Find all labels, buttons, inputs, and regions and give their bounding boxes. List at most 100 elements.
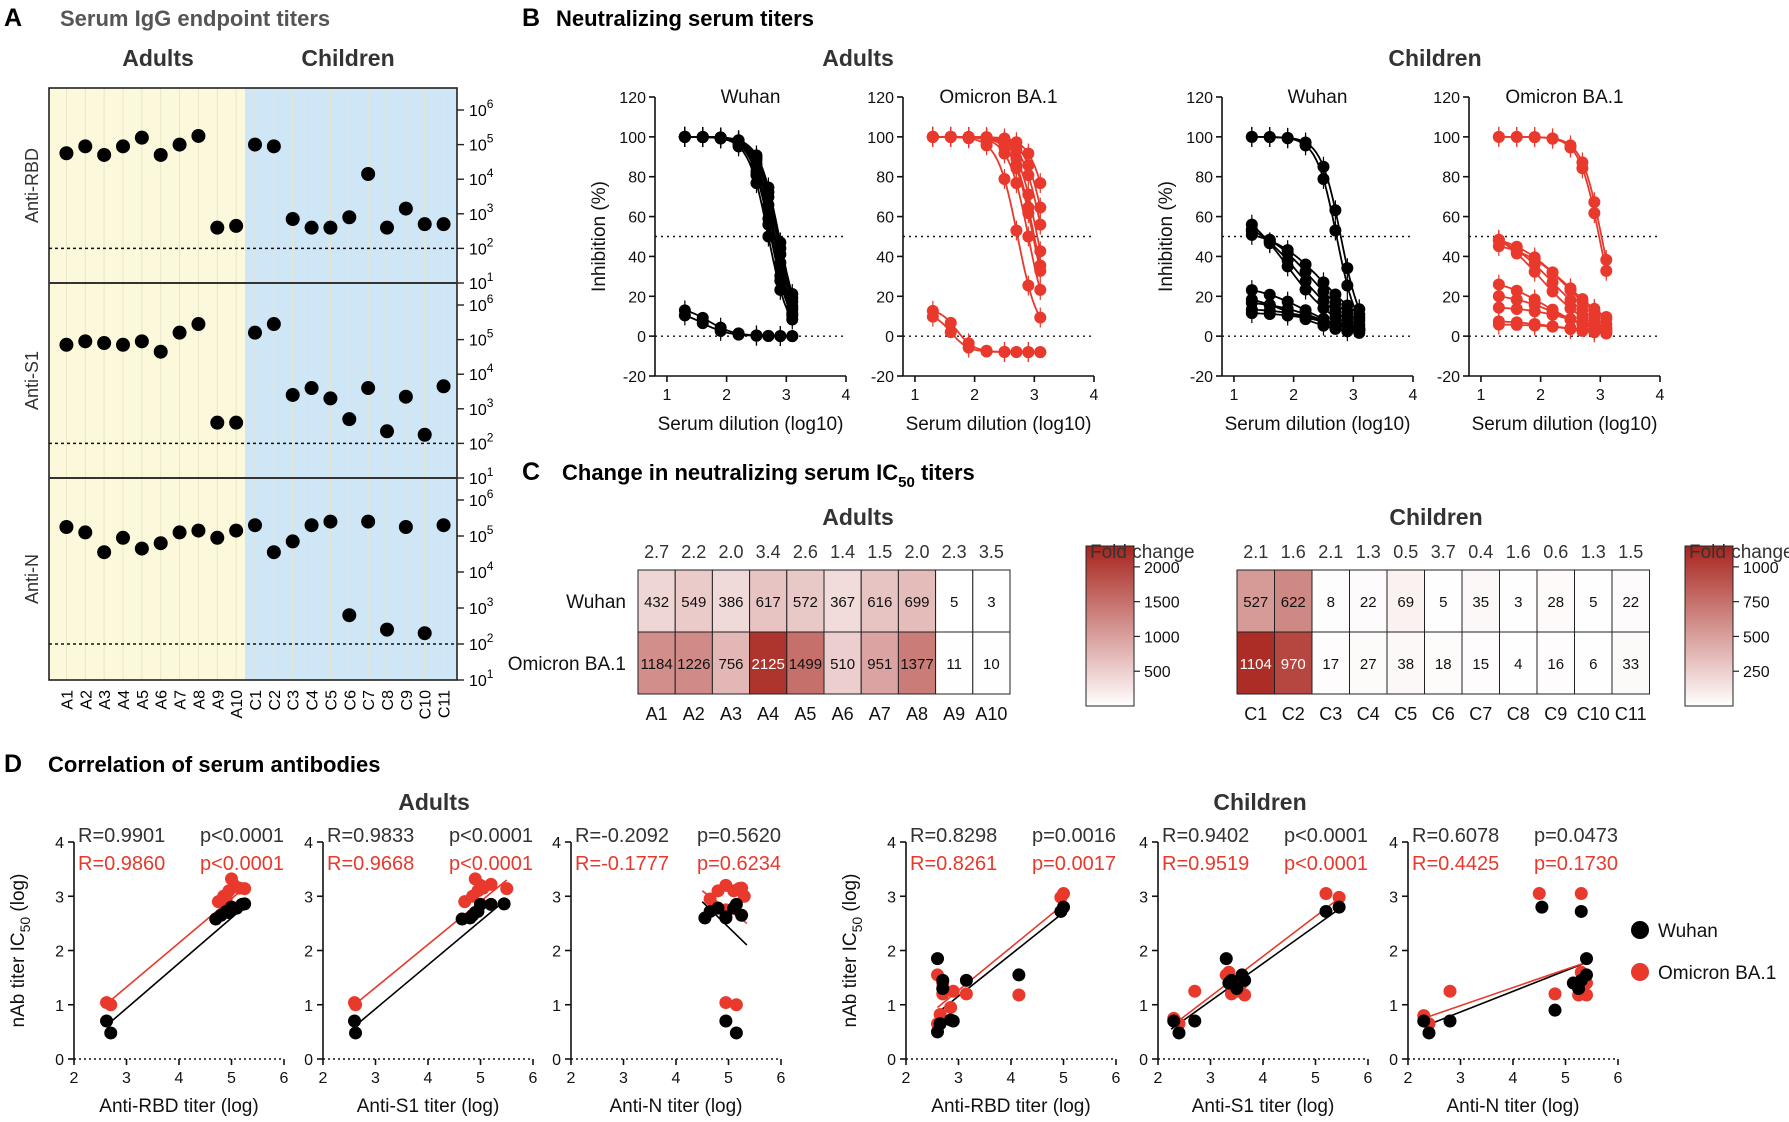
heatmap-cell <box>674 631 713 695</box>
heatmap-cell <box>1611 631 1650 695</box>
wuhan-point <box>1417 1014 1431 1028</box>
row-label: Wuhan <box>566 592 626 613</box>
x-tick-label: 2 <box>70 1070 79 1087</box>
data-point <box>962 130 975 143</box>
subject-label: C11 <box>437 690 454 718</box>
data-point <box>1299 136 1312 149</box>
subplot-title: Wuhan <box>1288 87 1348 108</box>
cell-value: 18 <box>1435 656 1452 673</box>
neut-panel: 120 100 80 60 40 20 0 -20 1 2 3 4 Omicron BA.1 Serum … <box>867 87 1098 435</box>
heatmap-C-adults: Adults 2.7 A1 432 1184 2.2 A2 549 1226 2.0 A3 386 75… <box>508 504 1195 724</box>
y-tick-label: 102 <box>469 430 494 453</box>
tick-base: 10 <box>469 565 487 582</box>
data-point <box>1034 218 1047 231</box>
column-label: A6 <box>832 704 854 724</box>
y-tick-label: 80 <box>1195 170 1213 187</box>
stat-p: p<0.0001 <box>200 825 284 847</box>
regression-line <box>1170 895 1343 1028</box>
cell-value: 8 <box>1327 594 1335 611</box>
x-tick-label: 4 <box>1409 387 1418 404</box>
cell-value: 1184 <box>640 656 672 673</box>
x-axis-title: Anti-S1 titer (log) <box>1192 1096 1335 1117</box>
corr-panel: 0 1 2 3 4 2 3 4 5 6 Anti-RBD titer (log) R=0.8298 p=… <box>840 825 1121 1117</box>
children-background <box>245 88 457 680</box>
data-point <box>944 130 957 143</box>
x-tick-label: 1 <box>910 387 919 404</box>
data-point <box>1034 283 1047 296</box>
data-point <box>1281 309 1294 322</box>
data-point <box>1034 264 1047 277</box>
titer-dot <box>398 520 413 534</box>
x-tick-label: 6 <box>529 1070 538 1087</box>
data-point <box>774 330 787 343</box>
wuhan-point <box>1580 952 1593 966</box>
wuhan-point <box>1238 973 1252 987</box>
y-tick-label: 60 <box>1195 210 1213 227</box>
data-point <box>1245 130 1258 143</box>
x-tick-label: 4 <box>1259 1070 1268 1087</box>
adults-background <box>49 88 245 680</box>
titer-dot <box>417 626 432 641</box>
x-axis-title: Serum dilution (log10) <box>906 414 1092 435</box>
y-tick-label: 0 <box>885 329 894 346</box>
cell-value: 527 <box>1243 594 1268 611</box>
heatmap-cell <box>860 569 899 633</box>
data-point <box>1263 131 1276 144</box>
x-tick-label: 5 <box>724 1070 733 1087</box>
y-tick-label: 120 <box>619 90 646 107</box>
stat-p: p=0.0016 <box>1032 825 1116 847</box>
data-point <box>1528 253 1541 266</box>
data-point <box>1317 276 1330 289</box>
data-point <box>1034 177 1047 190</box>
x-tick-label: 2 <box>1289 387 1298 404</box>
data-point <box>714 131 727 144</box>
heatmap-cell <box>1236 631 1275 695</box>
fold-change-label: 0.4 <box>1468 542 1493 562</box>
data-point <box>1329 318 1342 331</box>
data-point <box>1600 310 1613 323</box>
column-label: C10 <box>1577 704 1610 724</box>
wuhan-point <box>729 897 743 911</box>
stat-r: R=0.8298 <box>910 825 997 847</box>
titer-dot <box>266 317 281 332</box>
titer-dot <box>323 391 338 406</box>
y-tick-label: 3 <box>552 889 561 906</box>
corr-panel: 0 1 2 3 4 2 3 4 5 6 Anti-S1 titer (log) R=0.9402 p<0… <box>1139 825 1372 1117</box>
wuhan-point <box>1535 900 1549 914</box>
wuhan-point <box>1574 904 1588 918</box>
x-tick-label: 2 <box>902 1070 911 1087</box>
data-point <box>732 134 745 147</box>
fold-change-label: 3.4 <box>756 542 781 562</box>
neut-panel: 120 100 80 60 40 20 0 -20 1 2 3 4 Omicron BA.1 Serum … <box>1433 87 1664 435</box>
data-point <box>1341 299 1354 312</box>
data-point <box>1317 160 1330 173</box>
data-point <box>980 345 993 358</box>
omicron-point <box>719 996 733 1010</box>
stat-r: R=0.8261 <box>910 853 997 875</box>
row-label-2: Anti-N <box>22 554 42 604</box>
titer-dot <box>398 201 413 216</box>
data-point <box>1010 144 1023 157</box>
titer-dot <box>172 525 187 540</box>
titer-dot <box>97 147 112 162</box>
stat-p: p=0.1730 <box>1534 853 1618 875</box>
tick-exponent: 6 <box>487 292 494 306</box>
column-label: A7 <box>869 704 891 724</box>
x-axis-title: Anti-N titer (log) <box>1446 1096 1579 1117</box>
x-tick-label: 3 <box>1596 387 1605 404</box>
heatmap-cell <box>1424 569 1463 633</box>
y-tick-label: 100 <box>867 130 894 147</box>
y-tick-label: 20 <box>628 289 646 306</box>
heatmap-cell <box>1536 569 1575 633</box>
fold-change-label: 2.1 <box>1243 542 1268 562</box>
y-tick-label: 0 <box>1139 1052 1148 1069</box>
subject-label: C5 <box>323 690 340 711</box>
data-point <box>678 130 691 143</box>
fold-change-label: 1.3 <box>1356 542 1381 562</box>
panel-c-title-main: Change in neutralizing serum IC <box>562 460 898 485</box>
cell-value: 16 <box>1547 656 1564 673</box>
data-point <box>750 329 763 342</box>
wuhan-point <box>1580 968 1593 982</box>
x-axis-title: Serum dilution (log10) <box>658 414 844 435</box>
